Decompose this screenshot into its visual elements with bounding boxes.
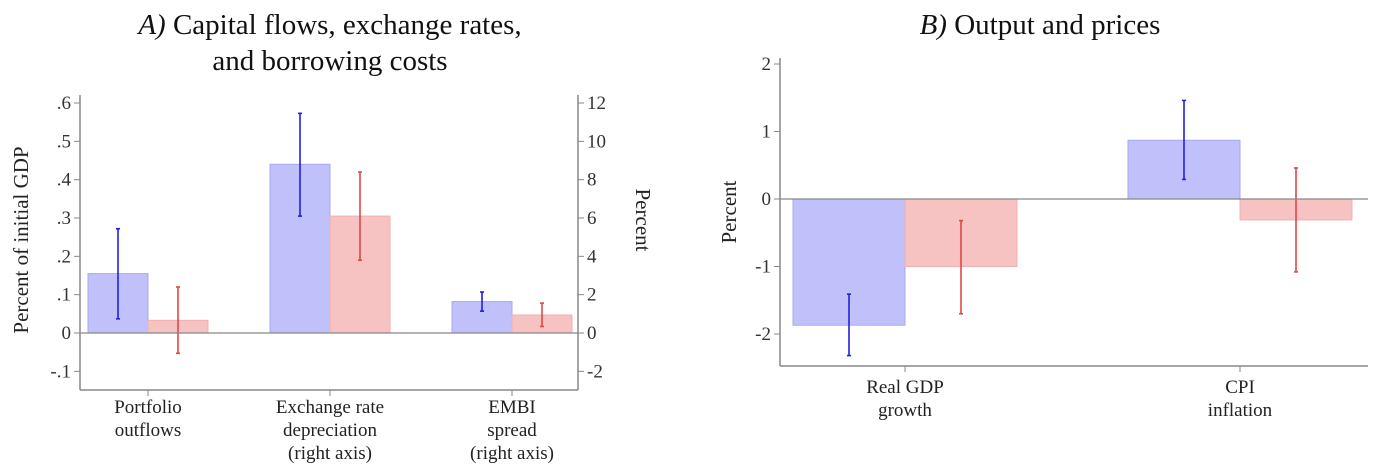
y-tick-label: .2 xyxy=(57,246,71,267)
y-tick-label: 1 xyxy=(762,122,772,143)
bar-blue xyxy=(451,301,513,334)
y-right-tick-label: 8 xyxy=(587,170,597,191)
y-right-tick-label: 6 xyxy=(587,208,597,229)
x-tick-label: CPI xyxy=(1225,377,1255,398)
title-text: Output and prices xyxy=(954,9,1160,41)
y-tick-label: -1 xyxy=(755,257,771,278)
y-tick-label: -.1 xyxy=(50,361,71,382)
y-tick-label: .1 xyxy=(57,285,71,306)
x-tick-label: (right axis) xyxy=(470,443,554,464)
chart-title: A) Capital flows, exchange rates, xyxy=(136,9,521,41)
y-tick-label: 0 xyxy=(62,323,72,344)
x-tick-label: depreciation xyxy=(283,420,377,441)
y-axis-label: Percent of initial GDP xyxy=(9,146,33,333)
y-right-tick-label: 12 xyxy=(587,93,606,114)
y-tick-label: 0 xyxy=(762,189,772,210)
y-right-tick-label: -2 xyxy=(587,361,603,382)
title-text: Capital flows, exchange rates, xyxy=(173,9,522,41)
panel-b: B) Output and prices 2 1 0 -1 -2 Percent Real G… xyxy=(717,9,1368,421)
panel-a: A) Capital flows, exchange rates, and bor… xyxy=(9,9,655,464)
chart-title: and borrowing costs xyxy=(212,45,447,77)
y-tick-label: .4 xyxy=(57,170,72,191)
y-tick-label: 2 xyxy=(762,54,772,75)
y-tick-label: .3 xyxy=(57,208,71,229)
x-tick-label: growth xyxy=(878,400,932,421)
y-right-tick-label: 2 xyxy=(587,285,597,306)
title-prefix: B) xyxy=(920,9,955,41)
chart-title: B) Output and prices xyxy=(920,9,1161,41)
x-tick-label: Exchange rate xyxy=(276,397,384,418)
x-tick-label: inflation xyxy=(1208,400,1273,421)
x-tick-label: (right axis) xyxy=(288,443,372,464)
y-tick-label: -2 xyxy=(755,324,771,345)
y-right-tick-label: 0 xyxy=(587,323,597,344)
x-tick-label: Portfolio xyxy=(114,397,182,418)
x-tick-label: spread xyxy=(487,420,537,441)
x-tick-label: outflows xyxy=(115,420,182,441)
y-tick-label: .5 xyxy=(57,131,71,152)
y-right-tick-label: 4 xyxy=(587,246,597,267)
y-right-tick-label: 10 xyxy=(587,131,606,152)
y-axis-label: Percent xyxy=(717,180,741,243)
x-tick-label: EMBI xyxy=(488,397,536,418)
title-prefix: A) xyxy=(136,9,173,41)
y-tick-label: .6 xyxy=(57,93,71,114)
y-axis-label-right: Percent xyxy=(631,189,655,252)
x-tick-label: Real GDP xyxy=(866,377,944,398)
